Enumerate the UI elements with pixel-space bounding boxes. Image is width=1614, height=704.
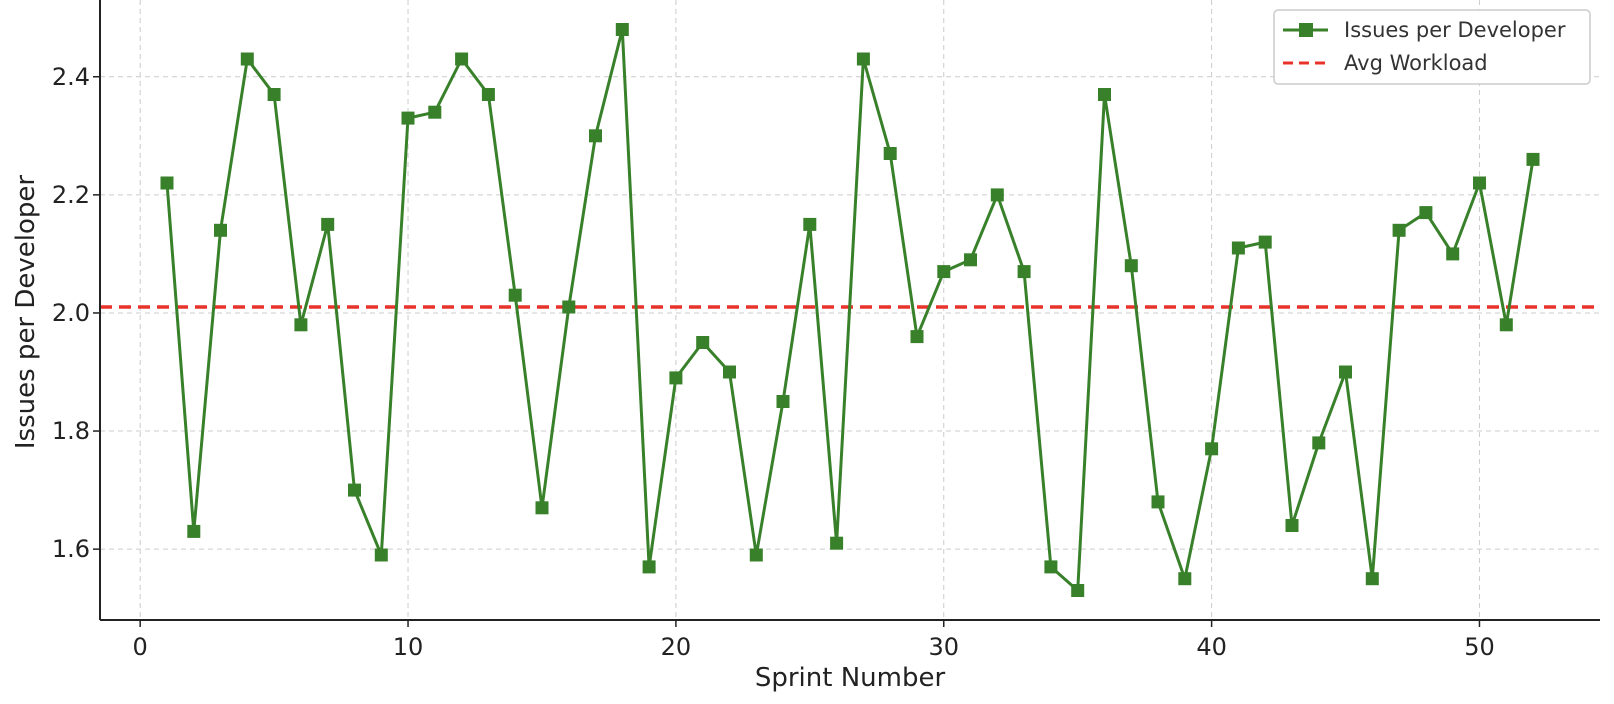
data-point-marker bbox=[508, 288, 522, 302]
legend-series-marker bbox=[1299, 23, 1313, 37]
data-point-marker bbox=[803, 217, 817, 231]
axes bbox=[93, 0, 1600, 627]
series-line bbox=[165, 28, 1535, 592]
data-point-marker bbox=[1258, 235, 1272, 249]
legend-series-label: Issues per Developer bbox=[1344, 18, 1566, 42]
data-point-marker bbox=[1446, 247, 1460, 261]
data-point-marker bbox=[562, 300, 576, 314]
data-point-marker bbox=[1499, 318, 1513, 332]
data-point-marker bbox=[1231, 241, 1245, 255]
tick-labels: 0 10 20 30 40 50 1.6 1.8 2.0 2.2 2.4 bbox=[52, 63, 1495, 661]
data-point-marker bbox=[990, 188, 1004, 202]
data-point-marker bbox=[401, 111, 415, 125]
legend: Issues per Developer Avg Workload bbox=[1273, 9, 1591, 85]
data-point-marker bbox=[776, 395, 790, 408]
data-point-marker bbox=[669, 371, 683, 385]
y-axis-title: Issues per Developer bbox=[11, 175, 41, 450]
data-point-marker bbox=[1339, 365, 1352, 379]
x-tick-label: 10 bbox=[393, 633, 424, 661]
legend-reference-label: Avg Workload bbox=[1344, 51, 1488, 75]
data-point-marker bbox=[1205, 442, 1219, 456]
data-point-marker bbox=[321, 217, 335, 231]
data-point-marker bbox=[696, 336, 710, 349]
data-point-marker bbox=[856, 52, 870, 66]
y-tick-label: 2.4 bbox=[52, 63, 90, 91]
data-point-marker bbox=[1178, 572, 1192, 586]
data-point-marker bbox=[615, 23, 629, 36]
data-point-marker bbox=[642, 560, 656, 574]
x-tick-label: 0 bbox=[133, 633, 148, 661]
y-tick-label: 2.0 bbox=[52, 299, 90, 327]
x-tick-label: 50 bbox=[1464, 633, 1495, 661]
data-point-marker bbox=[883, 147, 897, 160]
data-point-marker bbox=[1419, 206, 1433, 220]
series-group bbox=[160, 23, 1540, 597]
data-point-marker bbox=[240, 52, 254, 66]
data-point-marker bbox=[1285, 519, 1299, 532]
data-point-marker bbox=[1312, 436, 1326, 450]
data-point-marker bbox=[937, 265, 951, 279]
x-tick-label: 40 bbox=[1196, 633, 1227, 661]
data-point-marker bbox=[535, 501, 549, 515]
data-point-marker bbox=[348, 483, 361, 497]
y-tick-label: 2.2 bbox=[52, 181, 90, 209]
data-point-marker bbox=[964, 253, 977, 267]
data-point-marker bbox=[910, 330, 924, 344]
data-point-marker bbox=[1151, 495, 1165, 509]
data-point-marker bbox=[1098, 88, 1111, 101]
data-point-marker bbox=[723, 365, 736, 379]
data-point-marker bbox=[830, 536, 844, 550]
data-point-marker bbox=[1526, 152, 1540, 166]
data-point-marker bbox=[1124, 259, 1138, 273]
data-point-marker bbox=[1017, 265, 1031, 279]
data-point-marker bbox=[160, 176, 174, 190]
data-point-marker bbox=[428, 105, 442, 119]
data-point-marker bbox=[481, 88, 495, 101]
data-point-marker bbox=[1392, 223, 1406, 237]
legend-box bbox=[1273, 9, 1591, 85]
x-tick-label: 20 bbox=[661, 633, 692, 661]
y-tick-label: 1.8 bbox=[52, 417, 90, 445]
data-point-marker bbox=[455, 52, 469, 66]
data-point-marker bbox=[267, 88, 281, 101]
x-axis-title: Sprint Number bbox=[755, 663, 946, 693]
data-point-marker bbox=[1071, 584, 1085, 597]
y-tick-label: 1.6 bbox=[52, 535, 90, 563]
x-tick-label: 30 bbox=[928, 633, 959, 661]
data-point-marker bbox=[214, 223, 227, 237]
data-point-marker bbox=[1044, 560, 1058, 574]
data-point-marker bbox=[294, 318, 308, 332]
data-point-marker bbox=[1365, 572, 1379, 586]
data-point-marker bbox=[749, 548, 763, 562]
data-point-marker bbox=[374, 548, 388, 562]
data-point-marker bbox=[1473, 176, 1486, 190]
data-point-marker bbox=[589, 129, 602, 143]
data-point-marker bbox=[187, 524, 201, 538]
